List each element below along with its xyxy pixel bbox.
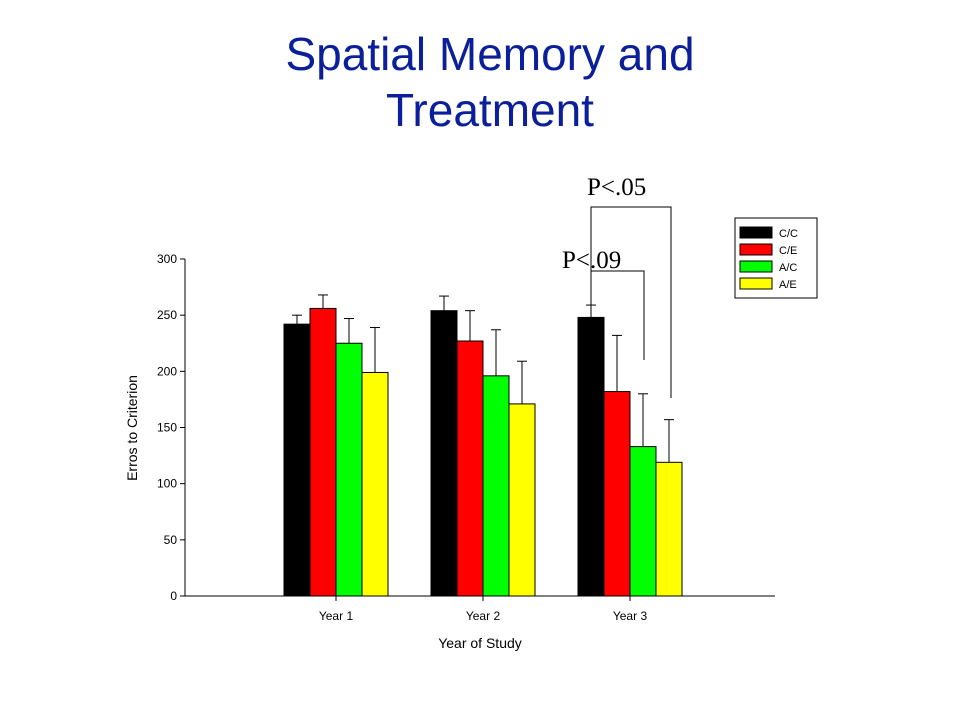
x-tick-label: Year 1 (319, 609, 354, 623)
bar (361, 371, 389, 597)
bar (508, 403, 536, 597)
legend-label: C/C (779, 228, 798, 240)
bar (482, 375, 510, 597)
legend-swatch (739, 260, 773, 273)
bar (603, 391, 631, 597)
y-tick-label: 300 (157, 252, 177, 266)
bar (309, 307, 337, 597)
bar (283, 323, 311, 597)
title-line-2: Treatment (386, 84, 594, 136)
legend-swatch (739, 226, 773, 239)
legend-swatch (739, 243, 773, 256)
y-tick-label: 200 (157, 364, 177, 378)
y-tick-label: 50 (164, 533, 178, 547)
legend-label: A/C (779, 262, 797, 274)
y-axis-title: Erros to Criterion (124, 375, 140, 481)
p-value-label-05: P<.05 (587, 174, 646, 201)
significance-bracket-p09 (590, 270, 645, 360)
legend-swatch (739, 277, 773, 290)
y-tick-label: 0 (170, 589, 177, 603)
bar (577, 316, 605, 597)
p-value-label-09: P<.09 (562, 247, 621, 274)
x-axis-title: Year of Study (438, 635, 522, 651)
bar (629, 446, 657, 597)
y-tick-label: 100 (157, 477, 177, 491)
legend: C/C C/E A/C A/E (734, 217, 818, 299)
slide-title: Spatial Memory and Treatment (180, 26, 800, 138)
legend-label: A/E (779, 279, 797, 291)
plot-area: 0 50 100 150 200 250 300 Year 1 Year 2 Year 3 P<.0… (157, 174, 775, 623)
y-tick-label: 150 (157, 421, 177, 435)
bar (456, 340, 484, 597)
bar (655, 461, 683, 597)
bar (430, 310, 458, 597)
y-tick-label: 250 (157, 308, 177, 322)
legend-label: C/E (779, 245, 797, 257)
x-tick-label: Year 3 (613, 609, 648, 623)
x-tick-label: Year 2 (466, 609, 501, 623)
bar (335, 342, 363, 597)
title-line-1: Spatial Memory and (285, 28, 695, 80)
significance-bracket-p05 (590, 206, 672, 398)
